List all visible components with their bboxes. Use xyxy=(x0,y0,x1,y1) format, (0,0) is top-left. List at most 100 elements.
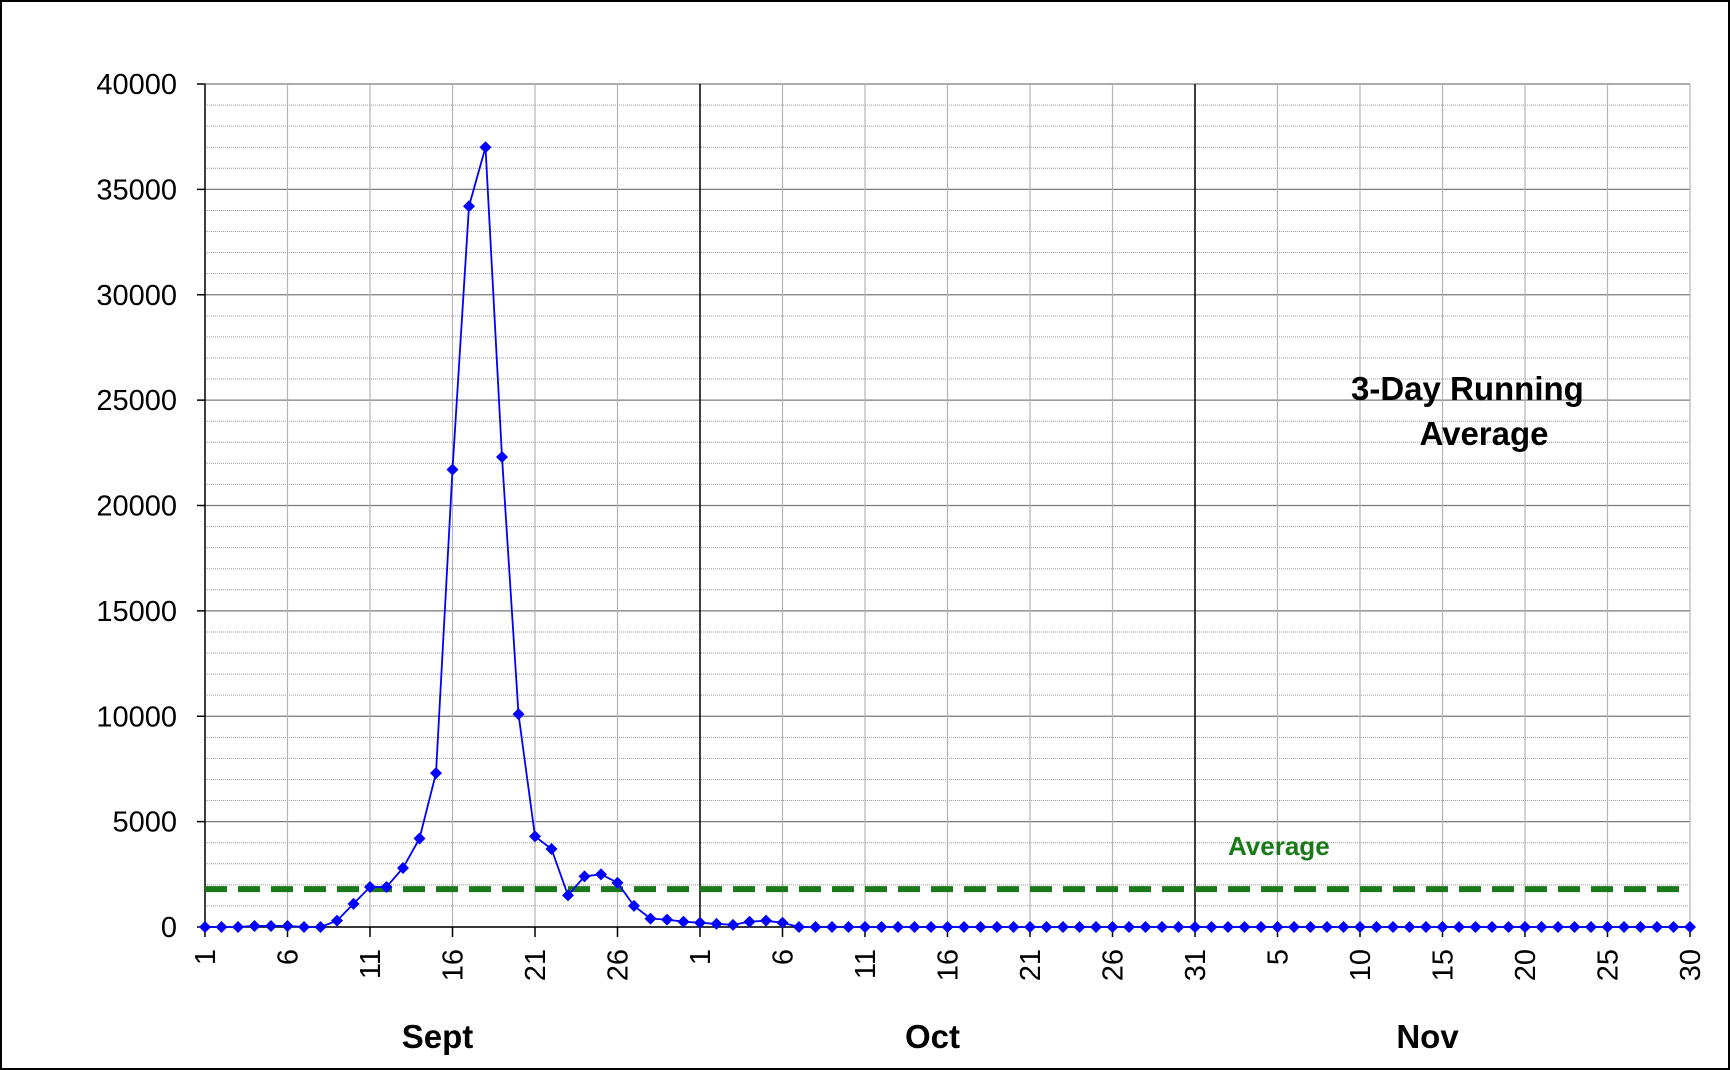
data-point xyxy=(925,921,937,933)
data-point xyxy=(496,451,508,464)
data-point xyxy=(941,921,954,933)
data-point xyxy=(199,921,211,933)
data-point xyxy=(331,914,343,927)
data-point xyxy=(694,916,706,929)
data-point xyxy=(958,921,970,933)
x-tick-label: 6 xyxy=(768,949,800,965)
data-point xyxy=(512,708,525,721)
data-point xyxy=(397,861,409,874)
x-tick-label: 15 xyxy=(1428,949,1460,981)
data-point xyxy=(661,913,673,926)
data-point xyxy=(364,880,376,893)
data-point xyxy=(1189,921,1201,933)
data-point xyxy=(1453,921,1465,933)
month-label: Nov xyxy=(1396,1018,1459,1055)
y-tick-label: 0 xyxy=(161,912,177,944)
data-point xyxy=(760,914,772,927)
data-point xyxy=(430,767,442,780)
data-point xyxy=(1304,921,1317,933)
data-point xyxy=(1007,921,1020,933)
data-point xyxy=(1651,921,1663,933)
x-tick-label: 20 xyxy=(1510,949,1542,981)
data-point xyxy=(1090,921,1102,933)
x-tick-label: 11 xyxy=(355,949,387,979)
data-point xyxy=(1024,921,1036,933)
data-point xyxy=(1403,921,1416,933)
data-point xyxy=(1288,921,1300,933)
x-tick-label: 1 xyxy=(685,949,717,965)
data-point xyxy=(595,868,607,881)
data-point xyxy=(413,832,426,845)
data-point xyxy=(1601,921,1614,933)
data-point xyxy=(1040,921,1053,933)
data-point xyxy=(1271,921,1284,933)
month-label: Sept xyxy=(402,1018,474,1055)
data-point xyxy=(892,921,904,933)
data-point xyxy=(1387,921,1399,933)
data-point xyxy=(1205,921,1218,933)
data-point xyxy=(1568,921,1581,933)
data-point xyxy=(859,921,871,933)
x-tick-label: 25 xyxy=(1593,949,1625,981)
data-point xyxy=(314,921,327,933)
data-point xyxy=(1073,921,1086,933)
data-point xyxy=(1585,921,1597,933)
y-tick-label: 5000 xyxy=(112,807,177,839)
data-point xyxy=(545,843,558,856)
y-tick-label: 40000 xyxy=(96,69,177,101)
data-point xyxy=(1486,921,1498,933)
month-divider-lines xyxy=(699,84,1196,927)
data-point xyxy=(727,918,739,931)
data-point xyxy=(1238,921,1251,933)
data-point xyxy=(1634,921,1647,933)
x-tick-label: 21 xyxy=(520,949,552,981)
data-point xyxy=(281,919,294,932)
y-tick-label: 15000 xyxy=(96,596,177,628)
data-point xyxy=(875,921,888,933)
data-point xyxy=(1519,921,1531,933)
data-point xyxy=(1321,921,1333,933)
y-axis-ticks: 0 5000 10000 15000 20000 25000 30000 35000 40000 xyxy=(96,69,205,944)
data-point xyxy=(1618,921,1630,933)
data-point xyxy=(1436,921,1449,933)
data-point xyxy=(215,921,228,933)
data-point xyxy=(1123,921,1135,933)
x-tick-label: 6 xyxy=(273,949,305,965)
data-point xyxy=(529,830,541,843)
y-tick-label: 20000 xyxy=(96,491,177,523)
x-tick-label: 16 xyxy=(933,949,965,981)
data-point xyxy=(1222,921,1234,933)
data-point xyxy=(793,921,805,933)
data-point xyxy=(644,912,657,925)
data-point xyxy=(446,463,459,476)
data-point xyxy=(991,921,1003,933)
data-point xyxy=(380,880,393,893)
data-point xyxy=(1354,921,1366,933)
data-point xyxy=(479,141,492,154)
y-tick-label: 30000 xyxy=(96,280,177,312)
data-point xyxy=(347,897,360,910)
x-tick-label: 30 xyxy=(1675,949,1707,981)
y-tick-label: 10000 xyxy=(96,701,177,733)
x-tick-label: 26 xyxy=(1098,949,1130,981)
data-point xyxy=(1502,921,1515,933)
data-point xyxy=(1172,921,1185,933)
data-point xyxy=(776,916,789,929)
data-point xyxy=(1337,921,1350,933)
data-point xyxy=(232,921,244,933)
month-labels: Sept Oct Nov xyxy=(402,1018,1460,1055)
data-point xyxy=(826,921,838,933)
average-label: Average xyxy=(1228,831,1330,861)
annotation-line-2: Average xyxy=(1419,415,1548,452)
x-tick-label: 1 xyxy=(190,949,222,965)
data-point xyxy=(1535,921,1548,933)
x-tick-label: 21 xyxy=(1015,949,1047,981)
data-point xyxy=(842,921,855,933)
data-point xyxy=(1370,921,1383,933)
y-tick-label: 25000 xyxy=(96,385,177,417)
annotation: 3-Day Running Average xyxy=(1351,370,1593,452)
month-label: Oct xyxy=(905,1018,960,1055)
data-point xyxy=(1667,921,1680,933)
data-point xyxy=(628,899,640,912)
annotation-line-1: 3-Day Running xyxy=(1351,370,1584,407)
